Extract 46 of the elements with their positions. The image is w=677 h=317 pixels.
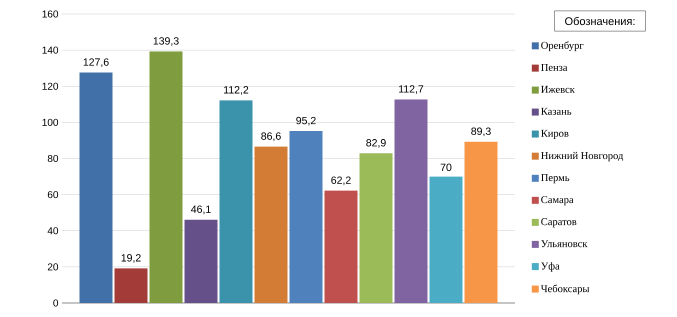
legend-label: Чебоксары	[540, 284, 590, 294]
data-label: 82,9	[366, 139, 386, 148]
legend-label: Ижевск	[541, 86, 575, 93]
y-tick-label: 60	[48, 191, 58, 198]
legend-label: Ульяновск	[541, 240, 588, 248]
data-label: 62,2	[331, 176, 351, 186]
legend-label: Пенза	[541, 64, 568, 71]
bar	[430, 176, 463, 303]
legend-title: Обозначения:	[565, 16, 634, 26]
legend-label: Киров	[541, 130, 569, 139]
data-label: 86,6	[261, 132, 281, 142]
legend-label: Пермь	[541, 174, 570, 184]
data-label: 112,7	[399, 85, 424, 94]
y-tick-label: 120	[42, 82, 58, 90]
bar	[290, 131, 323, 303]
legend-label: Казань	[541, 108, 572, 115]
bar	[464, 142, 498, 303]
y-tick-label: 80	[48, 154, 58, 162]
bar	[254, 146, 288, 303]
y-tick-label: 160	[42, 10, 58, 18]
legend-label: Нижний Новгород	[541, 152, 624, 162]
y-tick-label: 100	[42, 118, 58, 126]
bar	[394, 99, 428, 303]
bar	[80, 72, 113, 303]
bar	[150, 51, 183, 303]
legend-label: Саратов	[541, 218, 576, 228]
data-label: 70	[440, 164, 452, 172]
data-label: 112,2	[224, 86, 248, 95]
y-tick-label: 140	[42, 46, 58, 54]
bar	[360, 153, 393, 303]
data-label: 127,6	[84, 58, 109, 67]
bar	[114, 268, 148, 303]
y-tick-label: 40	[48, 227, 58, 234]
data-label: 19,2	[122, 254, 141, 263]
data-label: 89,3	[471, 128, 491, 136]
y-tick-label: 20	[48, 263, 58, 270]
legend-label: Самара	[541, 196, 574, 206]
bar	[184, 220, 218, 303]
data-label: 139,3	[154, 37, 179, 46]
data-label: 95,2	[296, 116, 316, 126]
legend-label: Уфа	[541, 262, 560, 272]
bar	[324, 190, 358, 303]
data-label: 46,1	[191, 206, 211, 214]
bar	[220, 100, 253, 303]
y-tick-label: 0	[53, 299, 58, 307]
legend-label: Оренбург	[541, 41, 584, 52]
